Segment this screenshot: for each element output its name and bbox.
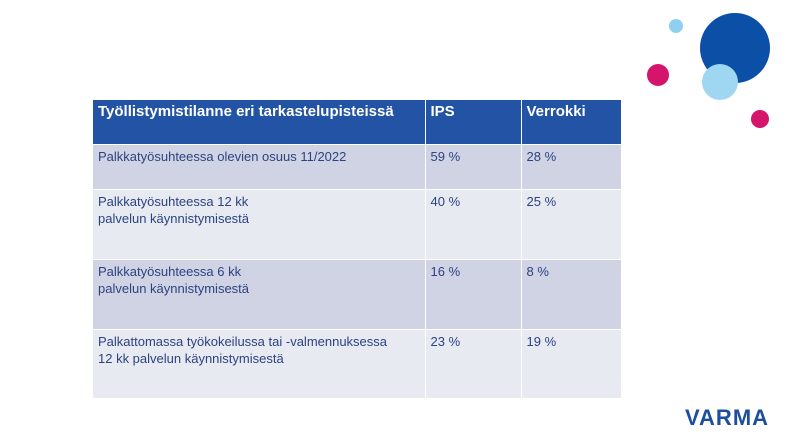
table-cell: 28 % — [521, 144, 622, 190]
header-row: Työllistymistilanne eri tarkastelupistei… — [93, 100, 622, 145]
cell-line: 23 % — [430, 334, 461, 349]
header-cell: Verrokki — [521, 100, 622, 145]
table-cell: 16 % — [425, 259, 522, 330]
table-row: Palkkatyösuhteessa olevien osuus 11/2022… — [93, 144, 622, 190]
header-cell: IPS — [425, 100, 522, 145]
cell-line: 8 % — [526, 264, 549, 279]
logo: VARMA — [685, 405, 770, 430]
table-cell: 40 % — [425, 189, 522, 260]
cell-line: 16 % — [430, 264, 461, 279]
dot — [647, 64, 669, 86]
table: Työllistymistilanne eri tarkastelupistei… — [93, 100, 622, 399]
header-cell: Työllistymistilanne eri tarkastelupistei… — [93, 100, 426, 145]
cell-line: Palkkatyösuhteessa 12 kk — [98, 194, 249, 209]
cell-line: palvelun käynnistymisestä — [98, 281, 250, 296]
cell-line: 28 % — [526, 149, 557, 164]
table-cell: 25 % — [521, 189, 622, 260]
cell-line: Palkattomassa työkokeilussa tai -valmenn… — [98, 334, 388, 349]
cell-line: 59 % — [430, 149, 461, 164]
table-cell: Palkattomassa työkokeilussa tai -valmenn… — [93, 329, 426, 399]
cell-line: 19 % — [526, 334, 557, 349]
dot — [702, 64, 738, 100]
cell-line: Palkkatyösuhteessa 6 kk — [98, 264, 242, 279]
table-cell: 19 % — [521, 329, 622, 399]
cell-line: 25 % — [526, 194, 557, 209]
dot — [669, 19, 683, 33]
table-row: Palkattomassa työkokeilussa tai -valmenn… — [93, 329, 622, 399]
table-cell: 59 % — [425, 144, 522, 190]
cell-line: Palkkatyösuhteessa olevien osuus 11/2022 — [98, 149, 347, 164]
dot — [751, 110, 769, 128]
table-cell: Palkkatyösuhteessa 6 kk palvelun käynnist… — [93, 259, 426, 330]
table-cell: 8 % — [521, 259, 622, 330]
table-cell: 23 % — [425, 329, 522, 399]
cell-line: 40 % — [430, 194, 461, 209]
table-row: Palkkatyösuhteessa 12 kk palvelun käynnis… — [93, 189, 622, 260]
table-row: Palkkatyösuhteessa 6 kk palvelun käynnist… — [93, 259, 622, 330]
table-cell: Palkkatyösuhteessa olevien osuus 11/2022 — [93, 144, 426, 190]
cell-line: palvelun käynnistymisestä — [98, 211, 250, 226]
table-cell: Palkkatyösuhteessa 12 kk palvelun käynnis… — [93, 189, 426, 260]
cell-line: 12 kk palvelun käynnistymisestä — [98, 351, 284, 366]
